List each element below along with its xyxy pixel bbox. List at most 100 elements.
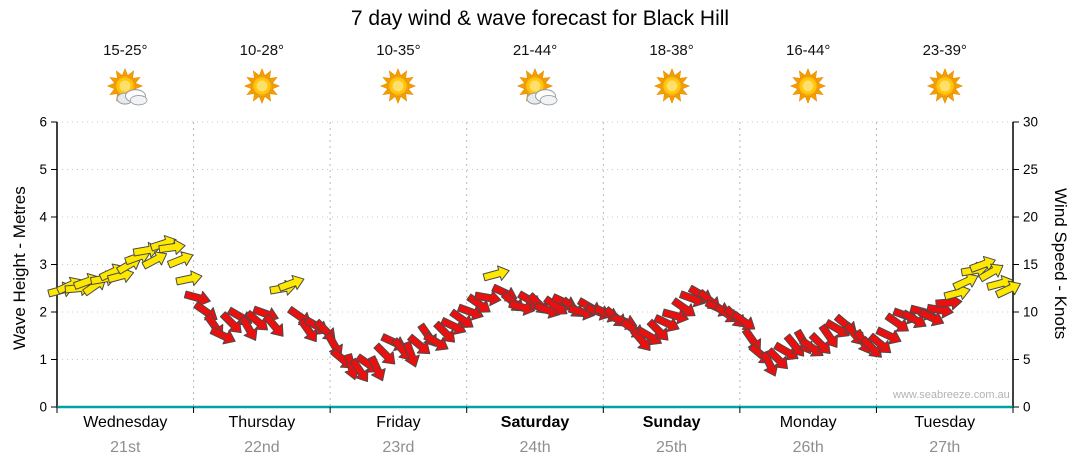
right-tick-label: 10 xyxy=(1023,305,1038,320)
day-label: Saturday 24th xyxy=(467,414,604,457)
temperature-range: 21-44° xyxy=(512,42,558,59)
sun-icon xyxy=(653,67,690,105)
sun-icon xyxy=(380,67,417,105)
weather-icon-holder xyxy=(57,65,194,109)
day-header: 10-28° xyxy=(194,42,331,109)
weather-icon-holder xyxy=(740,65,877,109)
day-header-row: 15-25° 10-28° 10-35° 21-44° 18-38° 16-44… xyxy=(57,42,1013,109)
weather-icon-holder xyxy=(603,65,740,109)
weather-icon-holder xyxy=(467,65,604,109)
day-header: 18-38° xyxy=(603,42,740,109)
sun-icon xyxy=(926,67,963,105)
day-label: Monday 26th xyxy=(740,414,877,457)
temperature-range: 18-38° xyxy=(649,42,694,59)
wind-arrow xyxy=(646,318,669,341)
wind-arrow xyxy=(183,290,211,307)
wind-arrow xyxy=(239,315,258,341)
wind-arrow xyxy=(760,350,779,377)
day-name: Monday xyxy=(779,414,837,431)
day-date: 26th xyxy=(792,439,824,456)
right-tick-label: 20 xyxy=(1023,210,1038,225)
wind-arrow xyxy=(158,239,186,255)
weather-icon-holder xyxy=(330,65,467,109)
day-date: 25th xyxy=(656,439,688,456)
day-header: 21-44° xyxy=(467,42,604,109)
wind-arrow xyxy=(508,300,536,316)
temperature-range: 23-39° xyxy=(922,42,967,59)
temperature-range: 10-35° xyxy=(376,42,421,59)
temperature-range: 16-44° xyxy=(785,42,831,59)
wind-arrow xyxy=(141,251,168,270)
day-label: Wednesday 21st xyxy=(57,414,194,457)
day-date: 27th xyxy=(929,439,961,456)
wind-arrow xyxy=(166,251,194,269)
wind-arrow xyxy=(860,335,882,358)
y-axis-label-left: Wave Height - Metres xyxy=(10,186,29,350)
day-header: 23-39° xyxy=(876,42,1013,109)
wind-arrow xyxy=(875,326,902,345)
wind-arrow xyxy=(783,333,805,357)
sun-icon xyxy=(790,67,827,105)
wind-arrow xyxy=(952,273,979,291)
wind-arrow xyxy=(407,333,431,355)
weather-icon-holder xyxy=(194,65,331,109)
right-tick-label: 0 xyxy=(1023,400,1031,415)
wind-arrow xyxy=(773,341,799,361)
weather-icon-holder xyxy=(876,65,1013,109)
left-tick-label: 6 xyxy=(39,115,47,130)
wind-arrow xyxy=(994,280,1021,299)
day-header: 16-44° xyxy=(740,42,877,109)
day-header: 10-35° xyxy=(330,42,467,109)
wind-arrow xyxy=(671,297,696,317)
right-tick-label: 30 xyxy=(1023,115,1038,130)
day-date: 21st xyxy=(110,439,141,456)
wind-arrow xyxy=(884,312,909,332)
wind-arrow xyxy=(661,308,689,325)
wind-arrow xyxy=(818,323,838,348)
wind-arrow xyxy=(630,327,651,351)
wind-arrow xyxy=(799,337,824,357)
wind-arrow xyxy=(263,313,284,337)
left-tick-label: 0 xyxy=(39,400,47,415)
wind-arrow xyxy=(373,342,396,365)
left-tick-label: 3 xyxy=(39,257,47,272)
day-label: Sunday 25th xyxy=(603,414,740,457)
day-date: 24th xyxy=(519,439,551,456)
wind-arrow xyxy=(219,311,242,334)
day-label: Friday 23rd xyxy=(330,414,467,457)
sun-cloud-icon xyxy=(107,67,148,106)
wind-arrow xyxy=(367,355,386,382)
sun-icon xyxy=(243,67,280,105)
wind-arrow xyxy=(636,326,662,346)
wind-arrow xyxy=(244,309,269,331)
wind-arrow xyxy=(175,270,203,287)
watermark: www.seabreeze.com.au xyxy=(893,389,1010,401)
day-label: Thursday 22nd xyxy=(194,414,331,457)
wind-arrow xyxy=(867,332,892,354)
day-label: Tuesday 27th xyxy=(876,414,1013,457)
day-date: 22nd xyxy=(244,439,280,456)
day-name: Wednesday xyxy=(83,414,168,431)
left-tick-label: 1 xyxy=(39,352,47,367)
day-header: 15-25° xyxy=(57,42,194,109)
day-name: Saturday xyxy=(500,414,570,431)
wind-arrow xyxy=(277,274,305,292)
wind-arrow xyxy=(466,293,491,313)
y-axis-label-right: Wind Speed - Knots xyxy=(1051,188,1070,340)
right-tick-label: 15 xyxy=(1023,257,1038,272)
day-name: Tuesday xyxy=(914,414,976,431)
wind-arrow xyxy=(482,265,510,282)
left-tick-label: 4 xyxy=(39,210,47,225)
wind-arrow xyxy=(978,263,1004,283)
day-name: Thursday xyxy=(228,414,296,431)
wind-arrow xyxy=(901,309,927,329)
temperature-range: 10-28° xyxy=(239,42,285,59)
day-name: Sunday xyxy=(642,414,701,431)
left-tick-label: 5 xyxy=(39,162,47,177)
chart-title: 7 day wind & wave forecast for Black Hil… xyxy=(350,7,730,30)
wind-arrow xyxy=(457,303,484,321)
right-tick-label: 25 xyxy=(1023,162,1038,177)
wind-arrow xyxy=(349,357,369,383)
temperature-range: 15-25° xyxy=(103,42,148,59)
